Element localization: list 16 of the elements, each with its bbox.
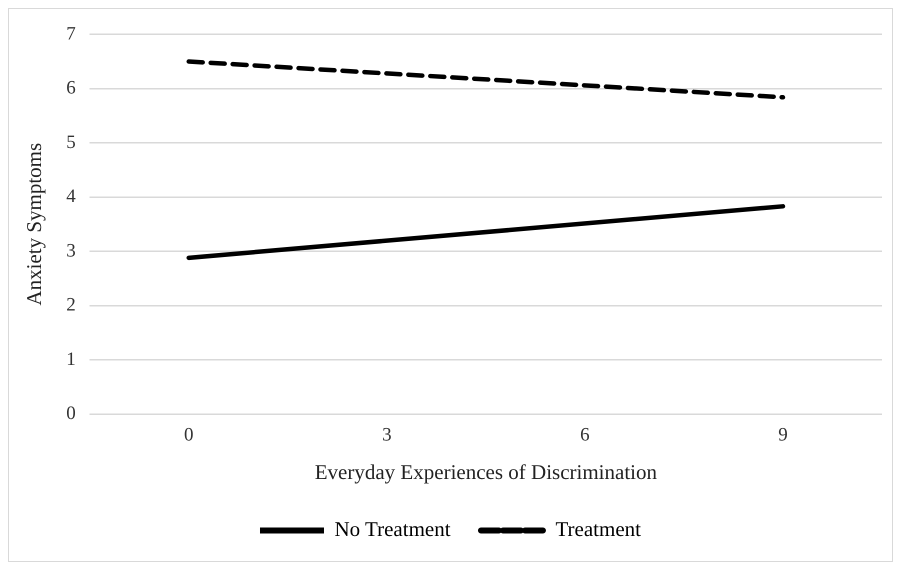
x-tick-label: 9 bbox=[778, 424, 788, 446]
legend-label: Treatment bbox=[555, 517, 642, 542]
y-tick-label: 5 bbox=[66, 132, 76, 153]
x-axis-title: Everyday Experiences of Discrimination bbox=[314, 460, 658, 484]
y-tick-label: 7 bbox=[66, 23, 76, 44]
x-tick-label: 3 bbox=[382, 424, 392, 446]
y-tick-label: 0 bbox=[66, 402, 76, 424]
y-axis-title: Anxiety Symptoms bbox=[22, 142, 46, 306]
legend-label: No Treatment bbox=[334, 517, 451, 542]
y-tick-label: 1 bbox=[66, 348, 76, 370]
x-tick-label: 0 bbox=[184, 424, 194, 446]
y-tick-label: 4 bbox=[66, 186, 76, 208]
y-tick-label: 6 bbox=[66, 78, 76, 99]
x-tick-label: 6 bbox=[580, 424, 590, 446]
y-tick-label: 2 bbox=[66, 294, 76, 316]
y-tick-label: 3 bbox=[66, 240, 76, 262]
